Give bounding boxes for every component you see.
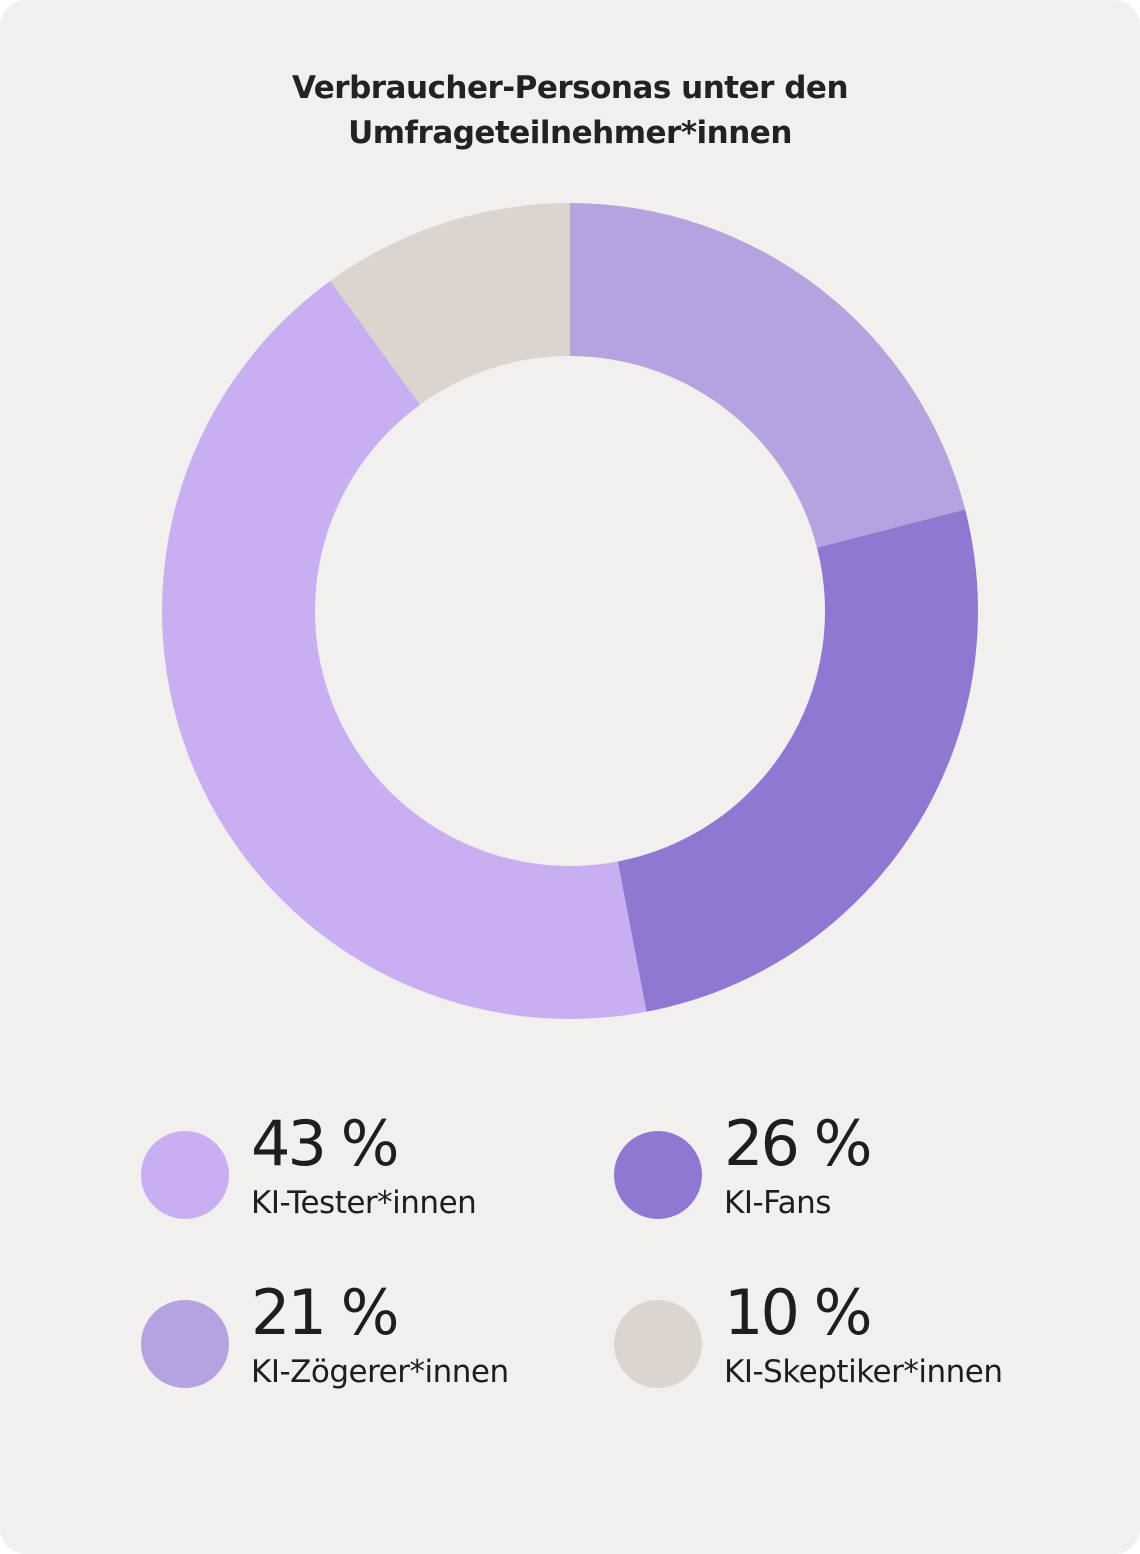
legend-percent-ki-zoegerer: 21 % [251, 1276, 400, 1349]
legend-percent-ki-skeptiker: 10 % [724, 1276, 873, 1349]
legend-label-ki-skeptiker: KI-Skeptiker*innen [724, 1354, 1003, 1390]
donut-slice-ki-skeptiker [330, 203, 570, 405]
legend-swatch-ki-fans [614, 1131, 702, 1219]
donut-slice-ki-fans [617, 509, 979, 1012]
legend-label-ki-tester: KI-Tester*innen [251, 1185, 477, 1221]
legend-percent-ki-fans: 26 % [724, 1107, 873, 1180]
chart-title-line-1: Verbraucher-Personas unter den [291, 70, 849, 106]
legend-label-ki-zoegerer: KI-Zögerer*innen [251, 1354, 509, 1390]
donut-slice-ki-tester [161, 280, 647, 1020]
donut-slice-ki-zoegerer [570, 203, 966, 548]
legend-item-ki-skeptiker: 10 % KI-Skeptiker*innen [614, 1276, 1094, 1400]
chart-title: Verbraucher-Personas unter den Umfragete… [0, 66, 1140, 156]
legend-swatch-ki-skeptiker [614, 1300, 702, 1388]
chart-title-line-2: Umfrageteilnehmer*innen [348, 115, 792, 151]
legend-swatch-ki-zoegerer [141, 1300, 229, 1388]
donut-chart [161, 203, 979, 1020]
legend-percent-ki-tester: 43 % [251, 1107, 400, 1180]
legend-item-ki-fans: 26 % KI-Fans [614, 1107, 1094, 1231]
legend-item-ki-zoegerer: 21 % KI-Zögerer*innen [141, 1276, 621, 1400]
legend-item-ki-tester: 43 % KI-Tester*innen [141, 1107, 621, 1231]
legend-label-ki-fans: KI-Fans [724, 1185, 831, 1221]
legend-swatch-ki-tester [141, 1131, 229, 1219]
